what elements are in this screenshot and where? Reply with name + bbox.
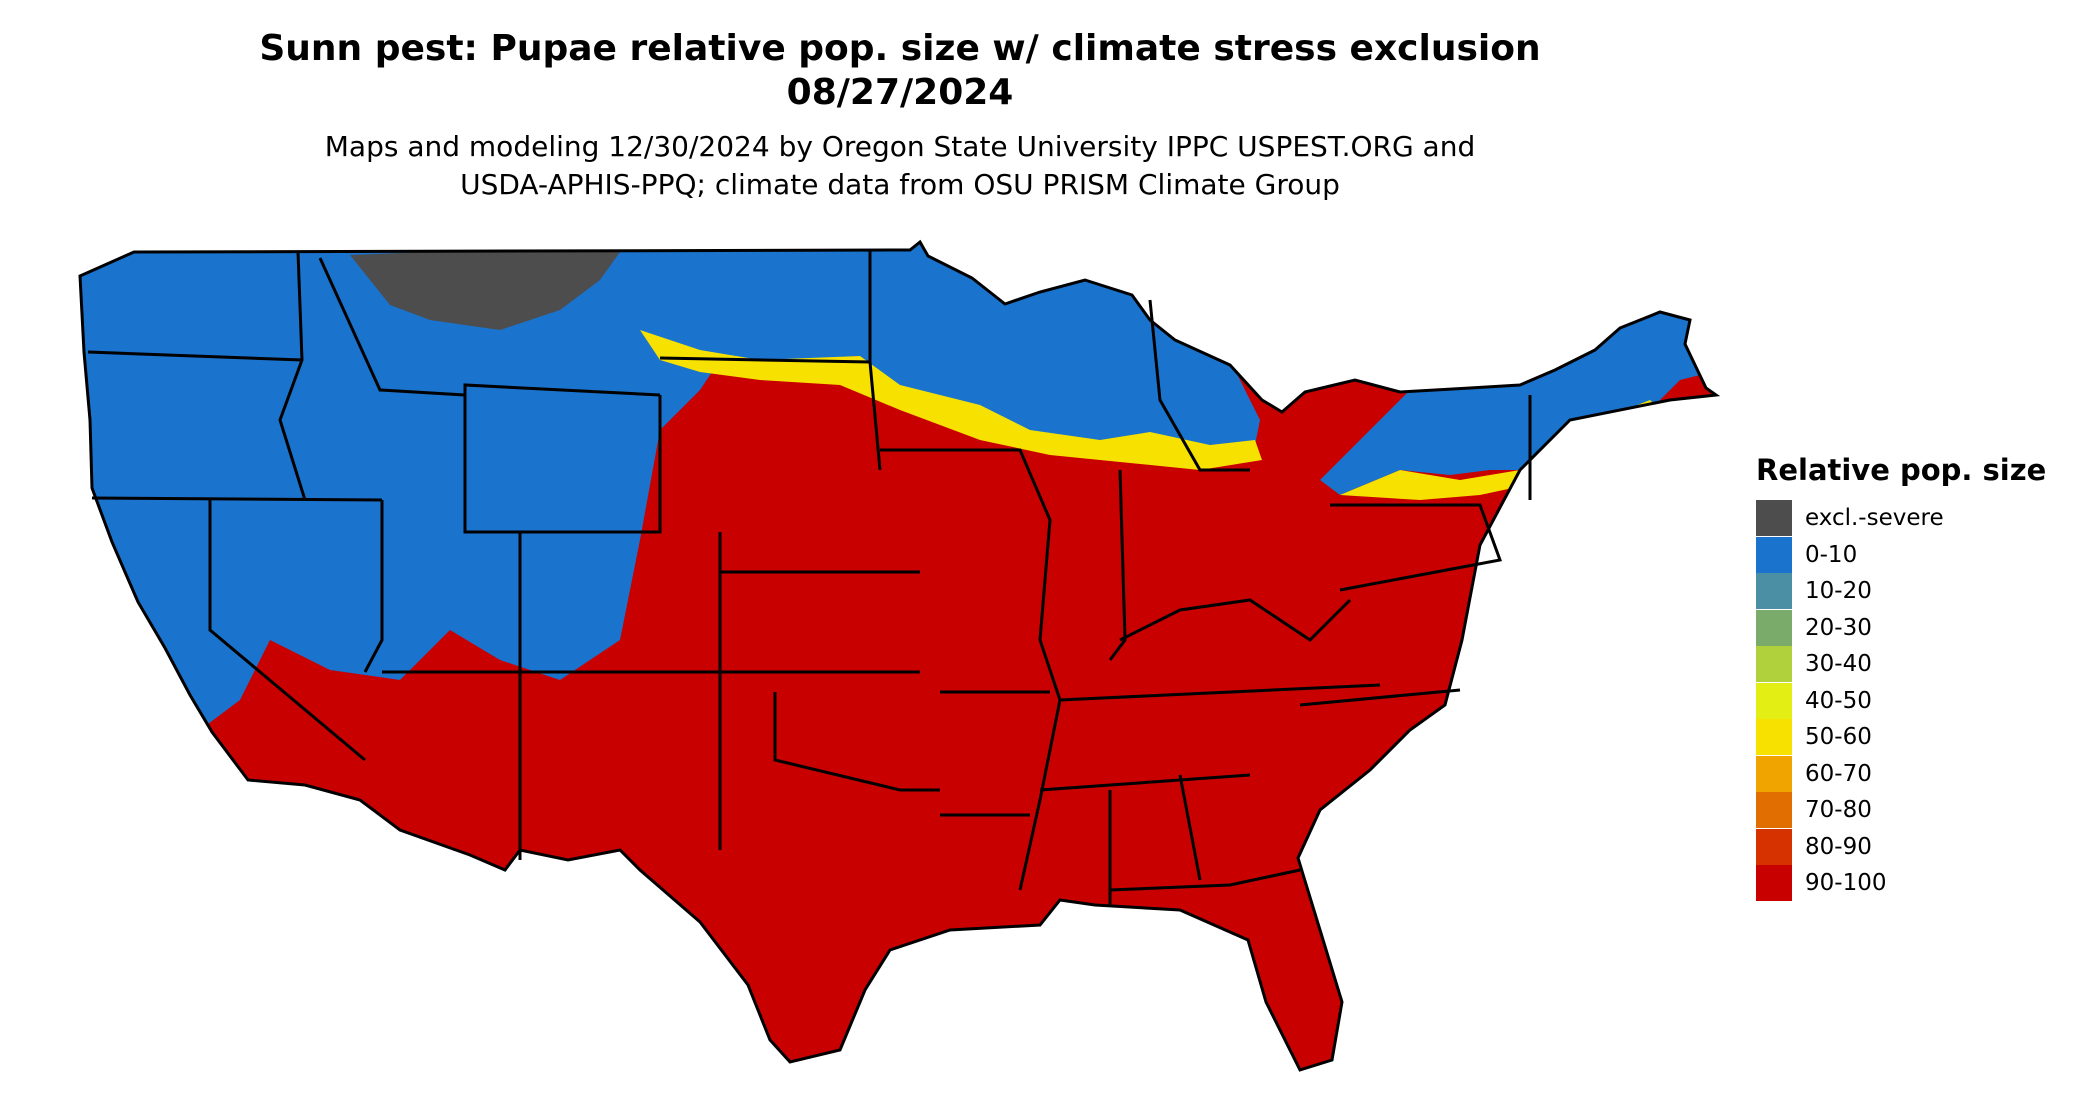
state-line-ky-tn [1059,683,1381,702]
legend-swatch [1756,828,1792,865]
legend-swatch [1756,536,1792,573]
legend-label: 60-70 [1805,760,1872,787]
legend-swatch [1756,500,1792,537]
legend: Relative pop. size excl.-severe 0-10 10-20… [1756,452,2076,902]
map-credit-line-1: Maps and modeling 12/30/2024 by Oregon S… [324,130,1476,163]
map-excluded-zone-montana [350,250,620,330]
map-transition-band-northeast [1340,400,1660,500]
legend-item: 70-80 [1756,792,2076,829]
legend-label: 30-40 [1805,651,1872,678]
legend-swatch [1756,682,1792,719]
map-date: 08/27/2024 [786,72,1014,113]
state-line-oh-river [1119,598,1352,642]
legend-swatch [1756,792,1792,829]
legend-item: 10-20 [1756,573,2076,610]
map-credit-line-2: USDA-APHIS-PPQ; climate data from OSU PR… [460,168,1340,201]
legend-title: Relative pop. size [1756,453,2047,487]
state-line-id-west [278,251,307,501]
legend-item: excl.-severe [1756,500,2076,537]
legend-label: 10-20 [1805,578,1872,605]
legend-label: 20-30 [1805,614,1872,641]
state-line-pa [1330,503,1503,592]
legend-label: 90-100 [1805,870,1887,897]
legend-item: 80-90 [1756,828,2076,866]
state-line-mi [1148,299,1250,472]
legend-swatch [1756,755,1792,792]
state-boundary-lines [78,239,1720,1072]
legend-item: 20-30 [1756,609,2076,647]
legend-label: 80-90 [1805,833,1872,860]
state-line-tn-south [1039,773,1251,792]
legend-label: 40-50 [1805,687,1872,714]
state-line-mississippi [880,448,1062,891]
map-low-zone-northeast [1320,305,1716,495]
us-outline [78,239,1720,1072]
legend-label: 0-10 [1805,541,1858,568]
legend-items: excl.-severe 0-10 10-20 20-30 30-40 40-50 50-6… [1756,500,2076,902]
state-line-il-in [1108,469,1127,661]
legend-swatch [1756,573,1792,610]
us-pest-map [78,239,1720,1072]
state-line-wa-or [87,350,303,362]
state-line-ca-nv [208,500,366,762]
legend-swatch [1756,646,1792,683]
legend-label: 50-60 [1805,724,1872,751]
legend-item: 60-70 [1756,755,2076,793]
map-title: Sunn pest: Pupae relative pop. size w/ c… [259,28,1541,69]
state-line-dakotas-east [868,250,882,471]
legend-item: 90-100 [1756,865,2076,902]
legend-label: 70-80 [1805,797,1872,824]
state-line-nd-sd [659,356,871,364]
legend-swatch [1756,609,1792,646]
state-line-ga-fl [1109,868,1301,892]
legend-item: 30-40 [1756,646,2076,683]
state-line-ga-al [1178,774,1202,881]
state-line-or-ca [91,496,383,502]
state-line-ok-tx [773,692,940,792]
legend-label: excl.-severe [1805,505,1944,532]
legend-swatch [1756,719,1792,756]
legend-swatch [1756,865,1792,902]
state-line-wy [463,395,662,534]
legend-item: 0-10 [1756,536,2076,574]
map-transition-band-north [640,330,1262,470]
legend-item: 50-60 [1756,719,2076,756]
state-line-nv-east [363,500,384,673]
legend-item: 40-50 [1756,682,2076,720]
state-line-va-nc [1299,688,1461,707]
